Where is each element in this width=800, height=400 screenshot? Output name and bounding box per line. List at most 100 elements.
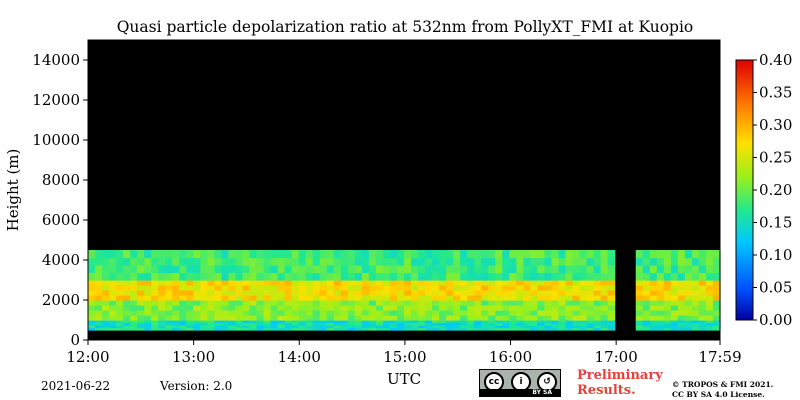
heatmap-cell <box>705 315 714 321</box>
heatmap-cell <box>572 322 581 326</box>
heatmap-cell <box>404 285 412 291</box>
heatmap-cell <box>600 315 609 321</box>
heatmap-cell <box>677 295 686 301</box>
heatmap-cell <box>607 285 616 291</box>
heatmap-cell <box>347 327 356 331</box>
heatmap-cell <box>256 280 265 286</box>
heatmap-cell <box>158 322 166 326</box>
heatmap-cell <box>158 257 166 266</box>
heatmap-cell <box>691 327 700 331</box>
heatmap-cell <box>291 305 300 311</box>
heatmap-cell <box>221 250 230 259</box>
heatmap-cell <box>130 290 138 296</box>
heatmap-cell <box>298 295 307 301</box>
heatmap-cell <box>242 305 251 311</box>
heatmap-cell <box>179 320 187 324</box>
heatmap-cell <box>396 250 405 259</box>
heatmap-cell <box>361 265 370 274</box>
heatmap-cell <box>249 257 258 266</box>
heatmap-cell <box>179 280 187 286</box>
heatmap-cell <box>354 250 363 259</box>
heatmap-cell <box>340 320 349 324</box>
heatmap-cell <box>411 295 419 301</box>
heatmap-cell <box>439 310 447 316</box>
heatmap-cell <box>340 250 349 259</box>
heatmap-cell <box>467 285 475 291</box>
heatmap-cell <box>635 272 644 281</box>
heatmap-cell <box>130 295 138 301</box>
x-tick-label: 17:00 <box>595 348 638 366</box>
heatmap-cell <box>663 290 672 296</box>
heatmap-cell <box>284 310 293 316</box>
heatmap-cell <box>396 305 405 311</box>
heatmap-cell <box>663 310 672 316</box>
heatmap-cell <box>579 322 588 326</box>
heatmap-cell <box>474 320 482 324</box>
heatmap-cell <box>684 325 693 329</box>
heatmap-cell <box>691 257 700 266</box>
chart-title: Quasi particle depolarization ratio at 5… <box>117 18 694 36</box>
heatmap-cell <box>607 300 616 306</box>
colorbar-tick-label: 0.15 <box>759 214 792 232</box>
heatmap-cell <box>256 285 265 291</box>
heatmap-cell <box>340 290 349 296</box>
heatmap-cell <box>207 315 215 321</box>
heatmap-cell <box>593 305 602 311</box>
heatmap-cell <box>425 250 433 259</box>
heatmap-cell <box>270 285 279 291</box>
heatmap-cell <box>109 280 117 286</box>
heatmap-cell <box>488 305 496 311</box>
y-tick-label: 4000 <box>42 251 80 269</box>
heatmap-cell <box>565 250 574 259</box>
heatmap-cell <box>102 250 110 259</box>
heatmap-cell <box>684 257 693 266</box>
heatmap-cell <box>530 257 539 266</box>
plot-frame <box>87 39 721 341</box>
heatmap-cell <box>193 322 201 326</box>
heatmap-cell <box>642 322 651 326</box>
y-tick-label: 6000 <box>42 211 80 229</box>
heatmap-cell <box>137 322 145 326</box>
heatmap-cell <box>698 310 707 316</box>
heatmap-cell <box>375 322 384 326</box>
heatmap-cell <box>130 250 138 259</box>
heatmap-cell <box>291 285 300 291</box>
heatmap-cell <box>691 322 700 326</box>
heatmap-cell <box>670 325 679 329</box>
heatmap-cell <box>326 272 335 281</box>
heatmap-cell <box>495 325 503 329</box>
heatmap-cell <box>516 305 524 311</box>
heatmap-cell <box>347 285 356 291</box>
heatmap-cell <box>425 290 433 296</box>
heatmap-cell <box>495 265 503 274</box>
heatmap-cell <box>347 300 356 306</box>
heatmap-cell <box>270 325 279 329</box>
heatmap-cell <box>663 305 672 311</box>
heatmap-cell <box>228 295 237 301</box>
heatmap-cell <box>200 315 208 321</box>
heatmap-cell <box>712 272 721 281</box>
heatmap-cell <box>530 320 539 324</box>
heatmap-cell <box>116 295 124 301</box>
heatmap-cell <box>186 310 194 316</box>
heatmap-cell <box>375 280 384 286</box>
heatmap-cell <box>151 285 159 291</box>
heatmap-cell <box>418 257 426 266</box>
heatmap-cell <box>537 280 546 286</box>
heatmap-cell <box>642 305 651 311</box>
heatmap-cell <box>607 272 616 281</box>
heatmap-cell <box>186 315 194 321</box>
heatmap-cell <box>698 305 707 311</box>
heatmap-cell <box>418 305 426 311</box>
heatmap-cell <box>312 305 321 311</box>
heatmap-cell <box>95 250 103 259</box>
heatmap-cell <box>453 310 461 316</box>
heatmap-cell <box>249 285 258 291</box>
heatmap-cell <box>172 257 180 266</box>
heatmap-cell <box>102 290 110 296</box>
heatmap-cell <box>172 325 180 329</box>
heatmap-cell <box>165 322 173 326</box>
heatmap-cell <box>425 300 433 306</box>
heatmap-cell <box>109 250 117 259</box>
heatmap-cell <box>263 265 272 274</box>
